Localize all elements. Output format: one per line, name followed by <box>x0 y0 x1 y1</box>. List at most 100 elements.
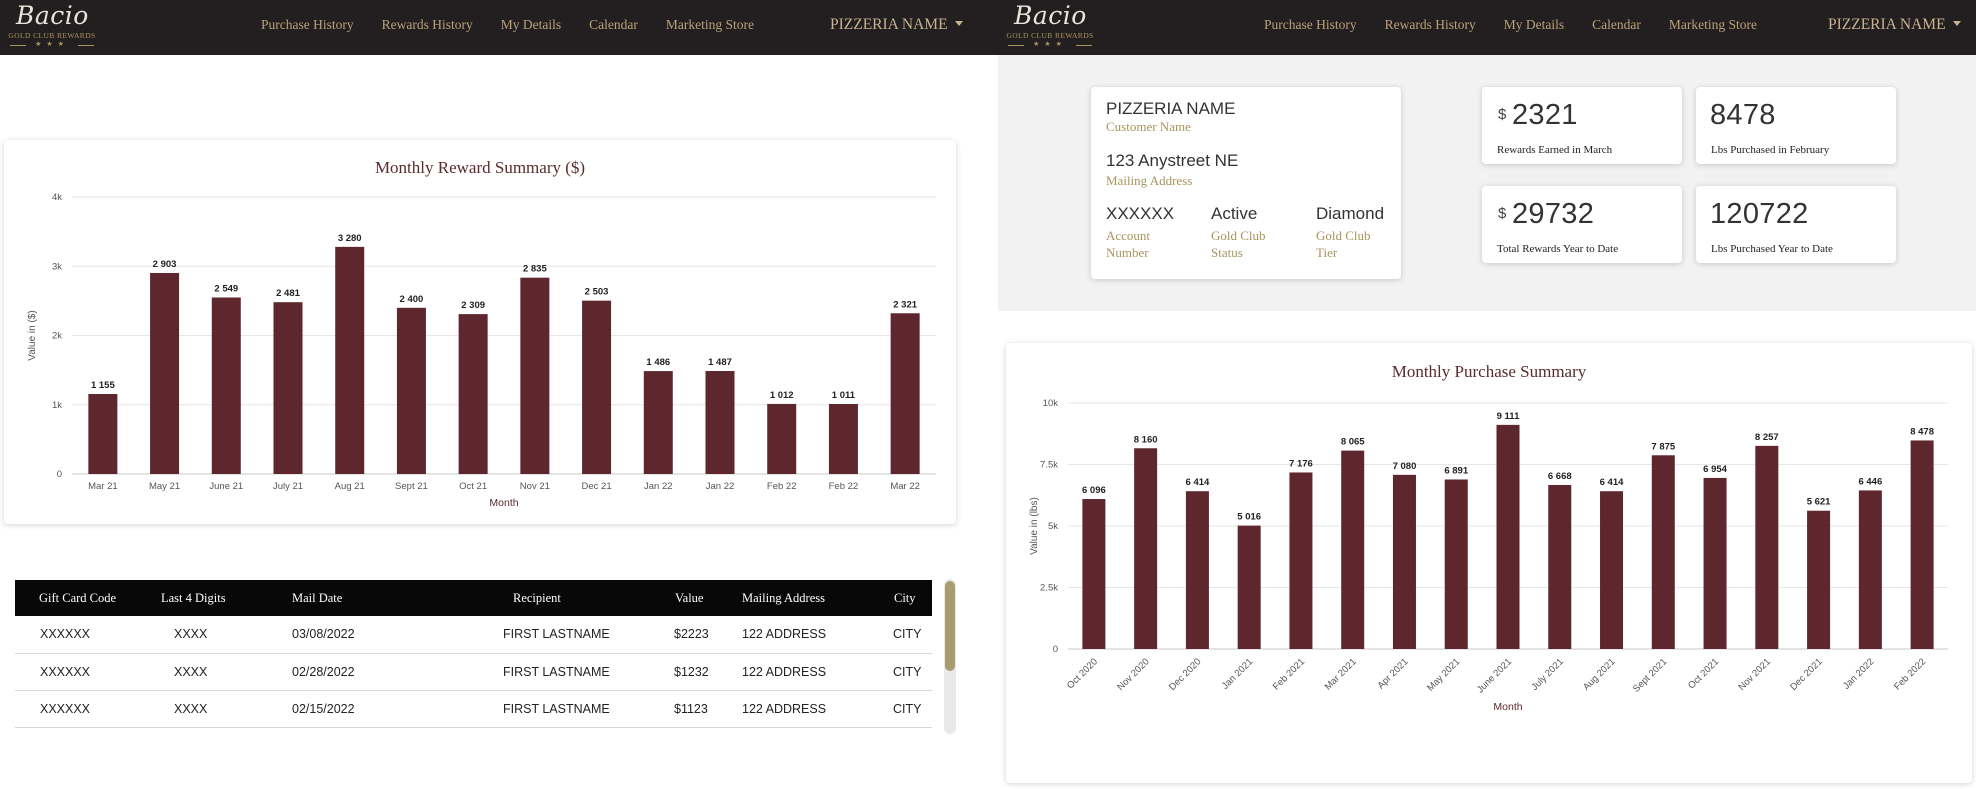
table-row[interactable]: XXXXXX XXXX 02/28/2022 FIRST LASTNAME $1… <box>15 653 932 691</box>
nav-purchase-history[interactable]: Purchase History <box>1264 17 1357 32</box>
cell-code: XXXXXX <box>15 616 140 654</box>
account-dropdown[interactable]: PIZZERIA NAME <box>1828 16 1961 34</box>
customer-name-label: Customer Name <box>1106 119 1191 134</box>
bar <box>1341 450 1365 649</box>
x-tick-label: Nov 2021 <box>1736 656 1773 693</box>
purchase-chart-card: Monthly Purchase Summary 0 2.5k 5k 7.5k 10k 6… <box>1006 343 1972 783</box>
stat-value: 29732 <box>1512 198 1595 230</box>
account-name: PIZZERIA NAME <box>1828 16 1946 33</box>
rewards-history-screen: Bacio GOLD CLUB REWARDS ★★★ Purchase His… <box>0 0 998 734</box>
logo-stars-icon: ★★★ <box>1002 40 1098 48</box>
table-row[interactable]: XXXXXX XXXX 03/08/2022 FIRST LASTNAME $2… <box>15 616 932 654</box>
x-tick-label: Dec 21 <box>582 481 612 492</box>
account-name: PIZZERIA NAME <box>830 16 948 33</box>
stat-rewards-ytd: $ 29732 Total Rewards Year to Date <box>1482 186 1682 263</box>
nav-my-details[interactable]: My Details <box>1503 17 1565 32</box>
y-axis-label: Value in (lbs) <box>1029 497 1040 555</box>
logo-script-text: Bacio <box>16 1 89 30</box>
nav-rewards-history[interactable]: Rewards History <box>1384 17 1476 32</box>
account-dropdown[interactable]: PIZZERIA NAME <box>830 16 963 34</box>
gift-card-table: Gift Card Code Last 4 Digits Mail Date R… <box>15 580 932 728</box>
nav-calendar[interactable]: Calendar <box>1592 17 1641 32</box>
col-recipient[interactable]: Recipient <box>436 580 636 616</box>
my-details-screen: Bacio GOLD CLUB REWARDS ★★★ Purchase His… <box>998 0 1976 789</box>
top-navbar: Bacio GOLD CLUB REWARDS ★★★ Purchase His… <box>0 0 998 55</box>
x-tick-label: Oct 2020 <box>1065 656 1100 691</box>
stat-value: 8478 <box>1710 99 1776 131</box>
currency-symbol: $ <box>1498 106 1507 123</box>
cell-date: 02/15/2022 <box>275 690 436 728</box>
y-tick-label: 2k <box>52 331 62 342</box>
reward-chart-title: Monthly Reward Summary ($) <box>374 158 586 177</box>
col-value[interactable]: Value <box>636 580 732 616</box>
bar <box>1134 448 1158 649</box>
y-tick-label: 0 <box>1053 644 1058 655</box>
y-tick-label: 3k <box>52 261 62 272</box>
table-header-row: Gift Card Code Last 4 Digits Mail Date R… <box>15 580 932 616</box>
logo-subtitle: GOLD CLUB REWARDS <box>8 31 96 40</box>
x-tick-label: Sept 21 <box>395 481 428 492</box>
bar <box>1600 491 1624 649</box>
bacio-logo[interactable]: Bacio GOLD CLUB REWARDS ★★★ <box>1002 1 1098 51</box>
bar-data-label: 6 891 <box>1444 465 1468 476</box>
bar-data-label: 2 309 <box>461 300 485 311</box>
logo-subtitle: GOLD CLUB REWARDS <box>1006 31 1094 40</box>
table-scrollbar-thumb[interactable] <box>945 581 955 671</box>
bar-data-label: 5 016 <box>1237 512 1261 523</box>
stat-value: 120722 <box>1710 198 1809 230</box>
bar <box>1858 490 1882 649</box>
nav-calendar[interactable]: Calendar <box>589 17 638 32</box>
table-row[interactable]: XXXXXX XXXX 02/15/2022 FIRST LASTNAME $1… <box>15 690 932 728</box>
bar <box>1289 472 1313 649</box>
col-gift-card-code[interactable]: Gift Card Code <box>15 580 140 616</box>
bar <box>520 277 550 474</box>
caret-down-icon <box>954 20 963 26</box>
nav-marketing-store[interactable]: Marketing Store <box>665 17 754 32</box>
cell-address: 122 ADDRESS <box>732 690 877 728</box>
bar-data-label: 6 414 <box>1186 477 1210 488</box>
cell-recipient: FIRST LASTNAME <box>436 690 636 728</box>
col-city[interactable]: City <box>877 580 932 616</box>
table-scrollbar[interactable] <box>944 579 956 734</box>
caret-down-icon <box>1952 20 1961 26</box>
bar-data-label: 7 080 <box>1393 461 1417 472</box>
bar <box>1185 491 1209 649</box>
col-mail-date[interactable]: Mail Date <box>275 580 436 616</box>
bar-data-label: 1 486 <box>646 357 670 368</box>
x-tick-label: Oct 2021 <box>1686 656 1721 691</box>
bar <box>1082 499 1106 649</box>
bar-data-label: 2 503 <box>585 287 609 298</box>
x-tick-label: Feb 22 <box>767 481 797 492</box>
top-navbar: Bacio GOLD CLUB REWARDS ★★★ Purchase His… <box>998 0 1976 55</box>
x-tick-label: Feb 2021 <box>1271 656 1307 692</box>
bar <box>150 272 180 474</box>
nav-my-details[interactable]: My Details <box>500 17 562 32</box>
cell-address: 122 ADDRESS <box>732 653 877 691</box>
stat-label: Total Rewards Year to Date <box>1497 243 1619 255</box>
stat-rewards-march: $ 2321 Rewards Earned in March <box>1482 87 1682 164</box>
bar-data-label: 2 549 <box>214 283 238 294</box>
x-tick-label: June 21 <box>209 481 243 492</box>
bar <box>643 371 673 474</box>
bar <box>1910 440 1934 649</box>
col-mailing-address[interactable]: Mailing Address <box>732 580 877 616</box>
x-tick-label: May 2021 <box>1425 656 1462 693</box>
nav-purchase-history[interactable]: Purchase History <box>261 17 354 32</box>
bar-data-label: 6 954 <box>1703 464 1727 475</box>
cell-city: CITY <box>877 690 932 728</box>
bar <box>396 307 426 474</box>
bar-data-label: 3 280 <box>338 233 362 244</box>
col-last-4-digits[interactable]: Last 4 Digits <box>140 580 275 616</box>
stat-value: 2321 <box>1512 99 1578 131</box>
stat-label: Lbs Purchased in February <box>1711 144 1830 156</box>
nav-rewards-history[interactable]: Rewards History <box>381 17 473 32</box>
bar-data-label: 5 621 <box>1807 497 1831 508</box>
bacio-logo[interactable]: Bacio GOLD CLUB REWARDS ★★★ <box>4 1 100 51</box>
nav-marketing-store[interactable]: Marketing Store <box>1668 17 1757 32</box>
currency-symbol: $ <box>1498 205 1507 222</box>
x-tick-label: July 21 <box>273 481 303 492</box>
bar-data-label: 2 481 <box>276 288 300 299</box>
cell-date: 02/28/2022 <box>275 653 436 691</box>
tier-label: Gold Club Tier <box>1316 228 1371 260</box>
cell-digits: XXXX <box>140 616 275 654</box>
